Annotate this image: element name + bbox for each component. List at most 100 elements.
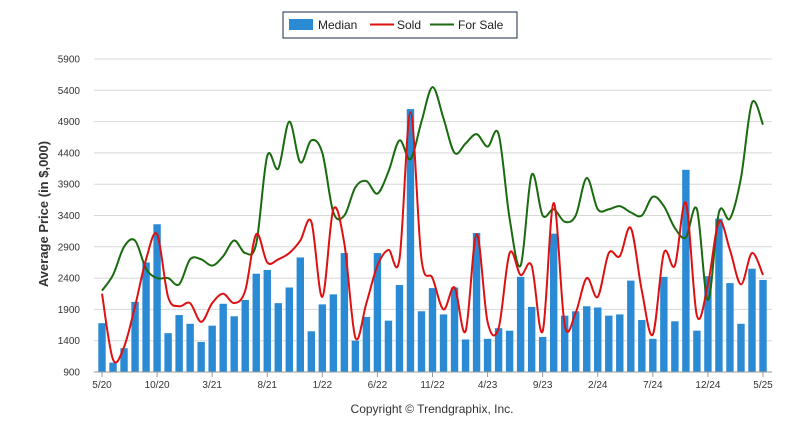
copyright-credit: Copyright © Trendgraphix, Inc. [351, 402, 514, 416]
x-tick-label: 5/20 [92, 380, 112, 391]
median-bar [759, 279, 767, 372]
x-tick-label: 5/25 [753, 380, 773, 391]
median-bar [472, 233, 481, 372]
y-axis-ticks: 900 1400 1900 2400 2900 3400 3900 4400 4900 5400 5… [58, 55, 81, 379]
legend-box [282, 11, 518, 39]
chart-legend: Median Sold For Sale [282, 11, 518, 39]
median-bar [241, 300, 249, 372]
x-tick-label: 8/21 [258, 380, 278, 391]
for-sale-line [101, 86, 764, 302]
median-bars [98, 109, 767, 372]
y-tick-label: 1900 [58, 305, 81, 316]
median-bar [527, 306, 536, 372]
median-bar [175, 315, 183, 372]
median-bar [682, 169, 690, 372]
median-bar [572, 311, 580, 372]
median-bar [638, 320, 646, 372]
y-tick-label: 900 [63, 368, 80, 379]
median-bar [715, 218, 723, 372]
y-tick-label: 2400 [58, 274, 81, 285]
median-bar [263, 269, 271, 372]
y-tick-label: 4900 [58, 117, 81, 128]
median-bar [142, 262, 150, 372]
median-bar [583, 306, 591, 372]
median-bar [428, 288, 437, 372]
median-bar [307, 331, 316, 372]
median-bar [704, 276, 712, 372]
legend-swatch-median [289, 19, 313, 30]
median-bar [549, 233, 558, 372]
median-bar [252, 273, 260, 372]
x-tick-label: 4/23 [478, 380, 498, 391]
median-bar [516, 276, 525, 372]
median-bar [627, 280, 635, 372]
median-bar [329, 294, 338, 372]
median-bar [417, 311, 426, 372]
median-bar [494, 328, 503, 372]
median-bar [274, 303, 282, 372]
median-bar [164, 333, 172, 372]
legend-label-for-sale: For Sale [458, 18, 504, 32]
median-bar [285, 287, 293, 372]
y-tick-label: 4400 [58, 148, 81, 159]
x-tick-label: 9/23 [533, 380, 553, 391]
median-bar [461, 339, 470, 372]
y-tick-label: 2900 [58, 242, 81, 253]
median-bar [605, 315, 613, 372]
trend-lines [101, 86, 764, 364]
median-bar [450, 287, 459, 372]
median-bar [660, 276, 668, 372]
median-bar [671, 321, 679, 372]
median-bar [483, 338, 492, 372]
x-tick-label: 2/24 [588, 380, 608, 391]
x-tick-label: 6/22 [368, 380, 388, 391]
median-bar [693, 330, 701, 372]
median-bar [219, 303, 227, 372]
median-bar [120, 348, 128, 372]
median-bar [153, 224, 161, 372]
median-bar [109, 362, 117, 372]
y-tick-label: 5900 [58, 55, 81, 66]
median-bar [594, 307, 602, 372]
legend-label-median: Median [318, 18, 357, 32]
median-bar [186, 323, 194, 372]
median-bar [373, 253, 382, 372]
y-tick-label: 3900 [58, 180, 81, 191]
median-bar [131, 301, 139, 372]
median-bar [208, 325, 216, 372]
median-bar [561, 315, 569, 372]
x-tick-label: 1/22 [313, 380, 333, 391]
x-axis-ticks: 5/20 10/20 3/21 8/21 1/22 6/22 11/22 4/23 9/23 2/… [92, 372, 773, 391]
sold-line [101, 111, 764, 364]
median-bar [340, 253, 349, 372]
median-bar [649, 338, 657, 372]
y-tick-label: 1400 [58, 336, 81, 347]
median-bar [296, 257, 304, 372]
median-bar [197, 341, 205, 372]
median-bar [395, 284, 404, 372]
median-bar [351, 340, 360, 372]
y-tick-label: 3400 [58, 211, 81, 222]
median-bar [737, 323, 745, 372]
x-tick-label: 3/21 [202, 380, 222, 391]
x-tick-label: 12/24 [695, 380, 720, 391]
legend-label-sold: Sold [397, 18, 421, 32]
median-bar [505, 330, 514, 372]
y-axis-title: Average Price (in $,000) [36, 141, 51, 287]
x-tick-label: 7/24 [643, 380, 663, 391]
median-bar [230, 316, 238, 372]
median-bar [538, 336, 547, 372]
median-bar [616, 314, 624, 372]
median-bar [439, 314, 448, 372]
x-tick-label: 10/20 [145, 380, 170, 391]
median-bar [318, 304, 327, 372]
y-tick-label: 5400 [58, 86, 81, 97]
x-tick-label: 11/22 [420, 380, 445, 391]
median-bar [384, 320, 393, 372]
median-bar [726, 283, 734, 372]
median-bar [748, 268, 756, 372]
median-bar [362, 316, 371, 372]
median-bar [406, 109, 415, 372]
median-bar [98, 323, 106, 372]
